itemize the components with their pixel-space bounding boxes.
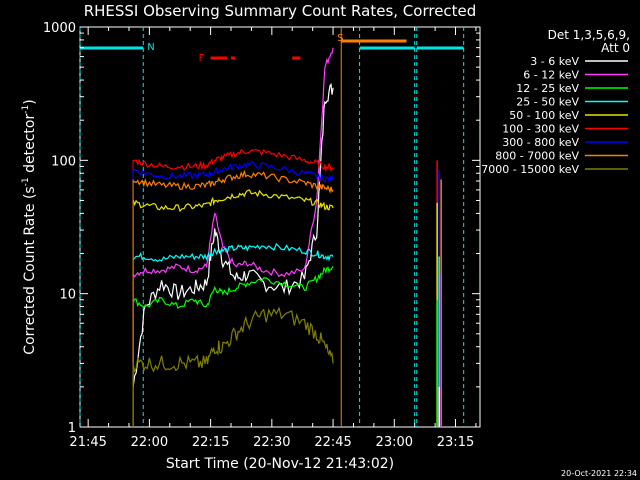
x-axis-label: Start Time (20-Nov-12 21:43:02): [166, 456, 394, 472]
legend-label: 800 - 7000 keV: [495, 150, 579, 163]
legend-label: 100 - 300 keV: [502, 123, 579, 136]
series-line: [133, 148, 334, 173]
ticks-layer: 1 10 100 1000 21:45 22:00 22:15 22:30 22:45 23:00…: [43, 21, 480, 450]
legend-label: 25 - 50 keV: [516, 96, 579, 109]
y-tick-label: 1: [68, 421, 76, 436]
x-tick-label: 21:45: [69, 435, 106, 450]
series-line: [132, 82, 334, 388]
x-tick-label: 22:30: [253, 435, 290, 450]
flags-layer: N F S: [79, 27, 465, 427]
y-axis-label: Corrected Count Rate (s-1 detector-1): [21, 99, 38, 354]
y-axis-label-end: ): [22, 99, 38, 104]
legend-label: 7000 - 15000 keV: [481, 163, 579, 176]
series-layer: [132, 47, 442, 427]
x-tick-label: 23:00: [376, 435, 413, 450]
series-line: [132, 47, 334, 278]
footer-date: 20-Oct-2021 22:34: [561, 469, 637, 478]
series-line: [132, 266, 334, 310]
series-line: [132, 169, 334, 194]
y-axis-label-main: Corrected Count Rate (s: [22, 186, 38, 354]
series-line: [132, 242, 334, 263]
series-line: [132, 306, 334, 373]
legend-label: 50 - 100 keV: [509, 109, 579, 122]
x-tick-label: 22:45: [314, 435, 351, 450]
y-tick-label: 10: [59, 288, 76, 303]
x-tick-label: 23:15: [437, 435, 474, 450]
y-tick-label: 1000: [43, 21, 76, 36]
x-tick-label: 22:00: [131, 435, 168, 450]
legend-title-2: Att 0: [601, 41, 630, 55]
saa-label: S: [337, 33, 343, 44]
y-axis-label-mid: detector: [22, 114, 38, 178]
legend-label: 6 - 12 keV: [523, 69, 579, 82]
legend-label: 3 - 6 keV: [530, 55, 579, 68]
y-axis-label-sup1: -1: [21, 177, 31, 186]
legend-label: 12 - 25 keV: [516, 82, 579, 95]
legend-title-1: Det 1,3,5,6,9,: [548, 28, 630, 42]
y-axis-label-sup2: -1: [21, 105, 31, 114]
x-tick-label: 22:15: [192, 435, 229, 450]
legend-label: 300 - 800 keV: [502, 136, 579, 149]
series-line: [132, 161, 334, 184]
chart-title: RHESSI Observing Summary Count Rates, Co…: [84, 2, 477, 20]
flare-label: F: [199, 53, 205, 64]
series-line: [132, 189, 334, 213]
night-label: N: [147, 42, 154, 53]
y-tick-label: 100: [51, 154, 76, 169]
